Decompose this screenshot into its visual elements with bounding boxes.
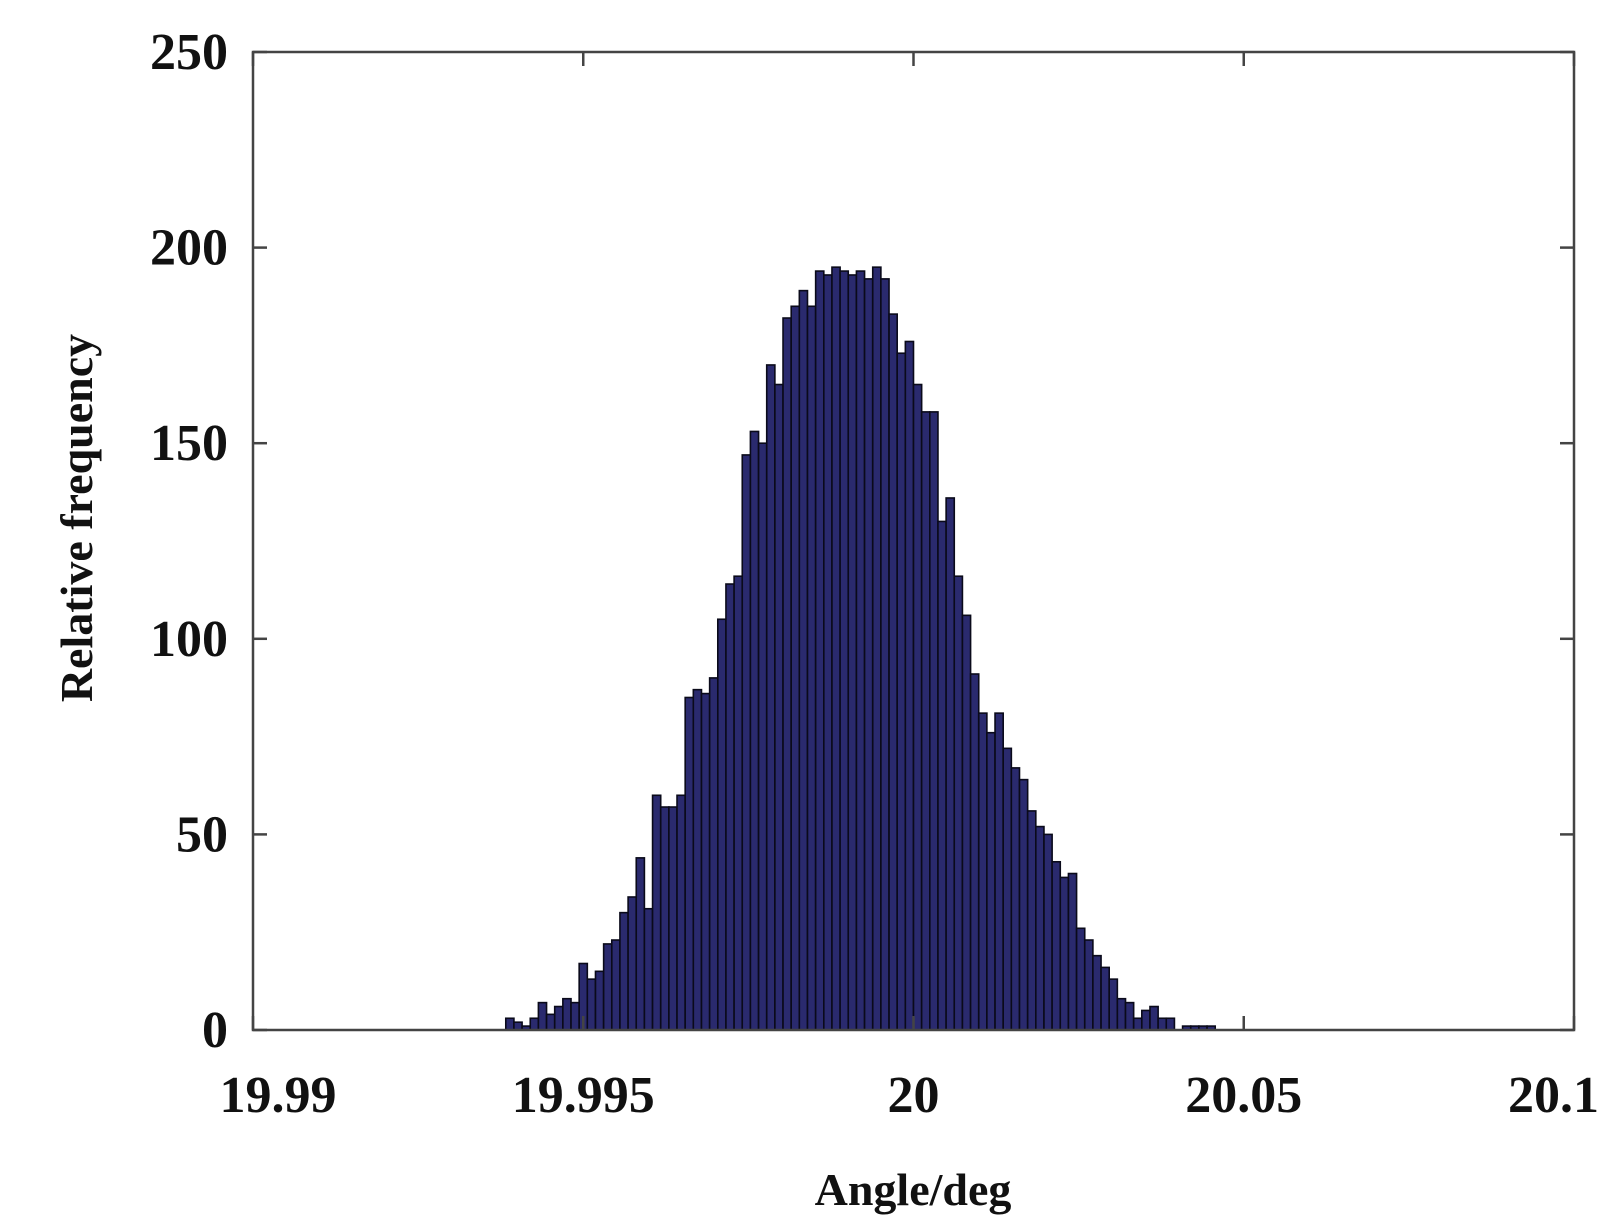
histogram-bar [1010, 767, 1021, 1031]
histogram-bar [1035, 825, 1045, 1031]
histogram-bar [1083, 939, 1094, 1031]
histogram-bar [782, 317, 792, 1031]
histogram-bar [1018, 778, 1029, 1031]
histogram-bar [1157, 1017, 1168, 1031]
histogram-bar [831, 266, 841, 1031]
histogram-bar [1075, 927, 1086, 1031]
histogram-bar [986, 731, 996, 1031]
y-tick-label: 50 [176, 806, 228, 863]
histogram-bar [945, 497, 956, 1031]
y-axis: 0 50 100 150 200 250 [150, 24, 1574, 1059]
histogram-bar [888, 313, 898, 1031]
histogram-bar [1165, 1017, 1176, 1031]
y-tick-label: 150 [150, 415, 228, 472]
histogram-bar [659, 806, 670, 1031]
histogram-bar [529, 1017, 540, 1031]
histogram-bar [912, 383, 923, 1031]
histogram-bar [920, 411, 931, 1031]
histogram-bar [880, 278, 890, 1031]
histogram-bar [1108, 978, 1119, 1031]
histogram-bar [798, 289, 809, 1031]
histogram-bar [562, 997, 572, 1031]
y-tick-label: 0 [202, 1002, 228, 1059]
x-tick-label: 20.1 [1508, 1067, 1599, 1124]
histogram-bar [757, 442, 768, 1031]
histogram-bar [1067, 872, 1078, 1031]
histogram-bar [741, 454, 752, 1031]
histogram-bar [1100, 966, 1111, 1031]
histogram-bar [594, 970, 605, 1031]
histogram-bar [716, 618, 727, 1031]
histogram-bar [700, 692, 711, 1031]
histogram-bar [774, 383, 784, 1031]
histogram-bar [708, 677, 719, 1031]
histogram-bar [1124, 1001, 1135, 1031]
histogram-bar [977, 712, 988, 1031]
histogram-bar [545, 1013, 556, 1031]
histogram-bar [904, 340, 915, 1031]
histogram-bar [586, 978, 597, 1031]
histogram-bar [553, 1005, 564, 1031]
histogram-bar [725, 583, 735, 1031]
histogram-bar [1026, 810, 1037, 1031]
histogram-bar [733, 575, 744, 1031]
histogram-bar [871, 266, 882, 1031]
x-axis: 19.99 19.995 20 20.05 20.1 [220, 52, 1599, 1124]
histogram-bar [814, 270, 825, 1031]
histogram-bar [961, 614, 972, 1031]
histogram-bar [651, 794, 662, 1031]
histogram-bar [765, 364, 776, 1031]
histogram-bar [619, 911, 629, 1031]
histogram-bar [1116, 997, 1127, 1031]
y-tick-label: 100 [150, 611, 228, 668]
histogram-bar [627, 896, 638, 1031]
histogram-bar [839, 270, 850, 1031]
histogram-bar [684, 696, 695, 1031]
histogram-bar [504, 1017, 515, 1031]
histogram-bar [635, 857, 646, 1031]
histogram-bar [570, 1001, 580, 1031]
histogram-bar [1141, 1009, 1151, 1031]
x-tick-label: 20 [888, 1067, 940, 1124]
histogram-bar [749, 430, 760, 1031]
histogram-bar [863, 278, 874, 1031]
histogram-bar [537, 1001, 548, 1031]
histogram-bar [676, 794, 686, 1031]
x-tick-label: 20.05 [1185, 1067, 1302, 1124]
histogram-bar [806, 305, 817, 1031]
histogram-bar [822, 274, 833, 1031]
y-tick-label: 200 [150, 220, 228, 277]
histogram-bar [994, 712, 1004, 1031]
histogram-bar [896, 352, 907, 1031]
histogram-bar [668, 806, 678, 1031]
histogram-bar [610, 939, 621, 1031]
histogram-bar [1059, 876, 1070, 1031]
histogram-bar [969, 673, 980, 1031]
histogram-bar [855, 270, 866, 1031]
histogram-bar [847, 274, 858, 1031]
histogram-bar [937, 520, 947, 1031]
histogram-bar [692, 688, 703, 1031]
histogram-bar [1149, 1005, 1159, 1031]
y-axis-title: Relative frequency [51, 334, 102, 702]
histogram-bar [1043, 833, 1053, 1031]
histogram-bar [1002, 747, 1013, 1031]
histogram-bar [643, 907, 654, 1031]
x-axis-title: Angle/deg [815, 1164, 1012, 1215]
x-tick-label: 19.99 [220, 1067, 337, 1124]
x-tick-label: 19.995 [512, 1067, 655, 1124]
histogram-bar [790, 305, 801, 1031]
histogram-bar [602, 943, 613, 1031]
y-tick-label: 250 [150, 24, 228, 81]
histogram-bar [1051, 860, 1062, 1031]
histogram-bar [1092, 954, 1102, 1031]
histogram-bar [1132, 1017, 1143, 1031]
bars [504, 266, 1217, 1031]
histogram-bar [929, 411, 939, 1031]
histogram-bar [953, 575, 964, 1031]
